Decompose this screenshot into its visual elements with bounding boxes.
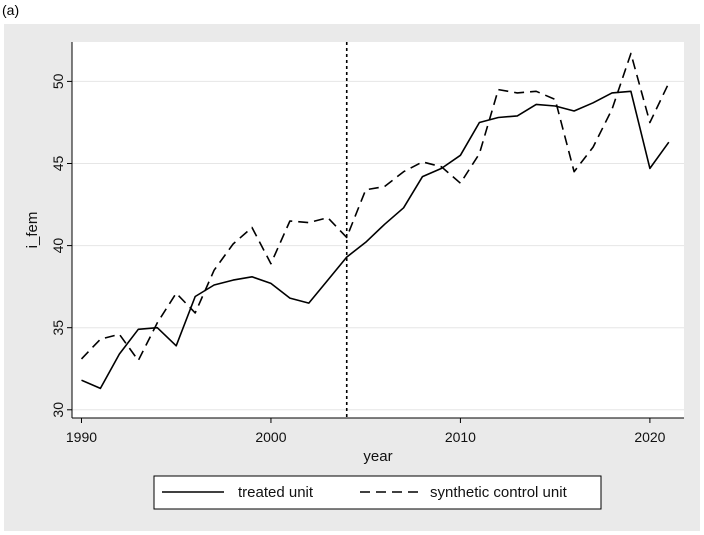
x-tick-label: 2000 (255, 429, 286, 445)
series-line-treated (81, 90, 670, 390)
x-tick-labels: 1990 2000 2010 2020 (66, 429, 666, 445)
y-tick-labels: 30 35 40 45 50 (50, 73, 66, 417)
x-tick-label: 1990 (66, 429, 97, 445)
legend-label-treated: treated unit (238, 484, 314, 501)
gridlines (72, 80, 684, 411)
series-lines (80, 52, 670, 390)
panel-label: (a) (2, 2, 20, 18)
y-tick-label: 50 (50, 73, 66, 89)
y-tick-label: 35 (50, 320, 66, 336)
y-tick-label: 40 (50, 238, 66, 254)
y-axis-title: i_fem (24, 212, 41, 249)
series-line-synthetic (80, 52, 670, 362)
x-tick-label: 2010 (445, 429, 476, 445)
x-tick-label: 2020 (634, 429, 665, 445)
legend-label-synthetic: synthetic control unit (430, 484, 568, 501)
x-axis-title: year (363, 448, 392, 465)
y-tick-label: 45 (50, 156, 66, 172)
y-tick-label: 30 (50, 402, 66, 418)
legend: treated unit synthetic control unit (153, 475, 602, 510)
axes (67, 42, 684, 423)
